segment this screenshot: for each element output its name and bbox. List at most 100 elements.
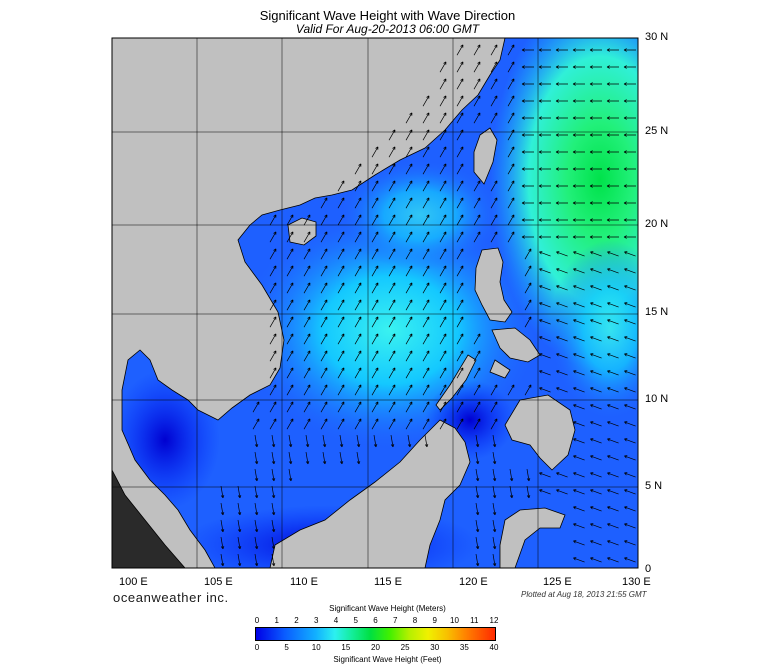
- wave-direction-arrow: [422, 180, 430, 192]
- wave-direction-arrow: [607, 557, 619, 563]
- wave-direction-arrow: [456, 231, 464, 243]
- wave-direction-arrow: [303, 214, 311, 226]
- wave-direction-arrow: [288, 452, 293, 465]
- wave-direction-arrow: [573, 540, 585, 546]
- wave-direction-arrow: [521, 65, 534, 69]
- wave-direction-arrow: [439, 401, 447, 413]
- wave-direction-arrow: [356, 435, 361, 448]
- wave-direction-arrow: [456, 333, 464, 345]
- wave-direction-arrow: [286, 333, 294, 345]
- wave-direction-arrow: [623, 167, 636, 171]
- wave-direction-arrow: [538, 184, 551, 188]
- wave-direction-arrow: [405, 163, 413, 175]
- wave-direction-arrow: [624, 353, 636, 359]
- wave-direction-arrow: [539, 370, 551, 376]
- wave-direction-arrow: [606, 116, 619, 120]
- feet-tick-label: 10: [311, 643, 321, 652]
- wave-direction-arrow: [252, 418, 260, 430]
- wave-direction-arrow: [490, 78, 498, 90]
- wave-direction-arrow: [507, 129, 515, 141]
- wave-direction-arrow: [269, 401, 277, 413]
- wave-direction-arrow: [271, 537, 276, 550]
- wave-direction-arrow: [573, 302, 585, 308]
- wave-direction-arrow: [456, 214, 464, 226]
- wave-direction-arrow: [623, 65, 636, 69]
- wave-direction-arrow: [475, 486, 480, 499]
- wave-direction-arrow: [286, 299, 294, 311]
- wave-direction-arrow: [354, 384, 362, 396]
- wave-direction-arrow: [475, 435, 480, 448]
- wave-direction-arrow: [388, 384, 396, 396]
- wave-direction-arrow: [439, 78, 447, 90]
- wave-direction-arrow: [388, 248, 396, 260]
- wave-direction-arrow: [286, 282, 294, 294]
- lon-label-110e: 110 E: [290, 576, 318, 588]
- wave-direction-arrow: [606, 99, 619, 103]
- wave-direction-arrow: [538, 235, 551, 239]
- wave-direction-arrow: [286, 214, 294, 226]
- feet-tick-label: 15: [341, 643, 351, 652]
- wave-direction-arrow: [220, 486, 225, 499]
- wave-direction-arrow: [538, 65, 551, 69]
- wave-direction-arrow: [269, 333, 277, 345]
- wave-direction-arrow: [556, 489, 568, 495]
- wave-direction-arrow: [405, 214, 413, 226]
- wave-direction-arrow: [607, 336, 619, 342]
- wave-direction-arrow: [371, 401, 379, 413]
- wave-direction-arrow: [305, 435, 310, 448]
- wave-direction-arrow: [572, 201, 585, 205]
- wave-direction-arrow: [354, 180, 362, 192]
- wave-direction-arrow: [405, 197, 413, 209]
- wave-direction-arrow: [371, 418, 379, 430]
- wave-direction-arrow: [439, 384, 447, 396]
- wave-direction-arrow: [521, 116, 534, 120]
- wave-direction-arrow: [539, 251, 551, 257]
- wave-direction-arrow: [388, 401, 396, 413]
- wave-direction-arrow: [422, 282, 430, 294]
- wave-direction-arrow: [490, 44, 498, 56]
- wave-direction-arrow: [456, 248, 464, 260]
- wave-direction-arrow: [521, 218, 534, 222]
- wave-direction-arrow: [490, 418, 498, 430]
- wave-direction-arrow: [607, 387, 619, 393]
- wave-direction-arrow: [303, 418, 311, 430]
- wave-direction-arrow: [422, 214, 430, 226]
- wave-direction-arrow: [590, 268, 602, 274]
- wave-direction-arrow: [589, 82, 602, 86]
- wave-direction-arrow: [237, 486, 242, 499]
- wave-direction-arrow: [473, 350, 481, 362]
- wave-direction-arrow: [473, 95, 481, 107]
- sumatra-island: [112, 469, 186, 568]
- wave-direction-arrow: [507, 384, 515, 396]
- wave-direction-arrow: [573, 455, 585, 461]
- wave-direction-arrow: [507, 146, 515, 158]
- wave-direction-arrow: [538, 48, 551, 52]
- wave-direction-arrow: [354, 163, 362, 175]
- wave-direction-arrow: [589, 133, 602, 137]
- wave-direction-arrow: [572, 150, 585, 154]
- wave-direction-arrow: [589, 167, 602, 171]
- wave-direction-arrow: [286, 367, 294, 379]
- wave-direction-arrow: [607, 404, 619, 410]
- lat-label-25n: 25 N: [645, 125, 669, 137]
- wave-direction-arrow: [405, 146, 413, 158]
- wave-direction-arrow: [607, 370, 619, 376]
- wave-direction-arrow: [337, 316, 345, 328]
- feet-tick-label: 30: [430, 643, 440, 652]
- wave-direction-arrow: [254, 520, 259, 533]
- wave-direction-arrow: [590, 438, 602, 444]
- wave-direction-arrow: [507, 231, 515, 243]
- wave-direction-arrow: [538, 116, 551, 120]
- wave-direction-arrow: [269, 231, 277, 243]
- wave-direction-arrow: [590, 302, 602, 308]
- wave-direction-arrow: [475, 469, 480, 482]
- wave-direction-arrow: [303, 299, 311, 311]
- wave-direction-arrow: [555, 218, 568, 222]
- wave-direction-arrow: [390, 435, 395, 448]
- north-sea-swell-field: [340, 160, 500, 270]
- wave-direction-arrow: [439, 316, 447, 328]
- wave-direction-arrow: [388, 265, 396, 277]
- meter-tick-label: 6: [373, 616, 378, 625]
- wave-direction-arrow: [538, 218, 551, 222]
